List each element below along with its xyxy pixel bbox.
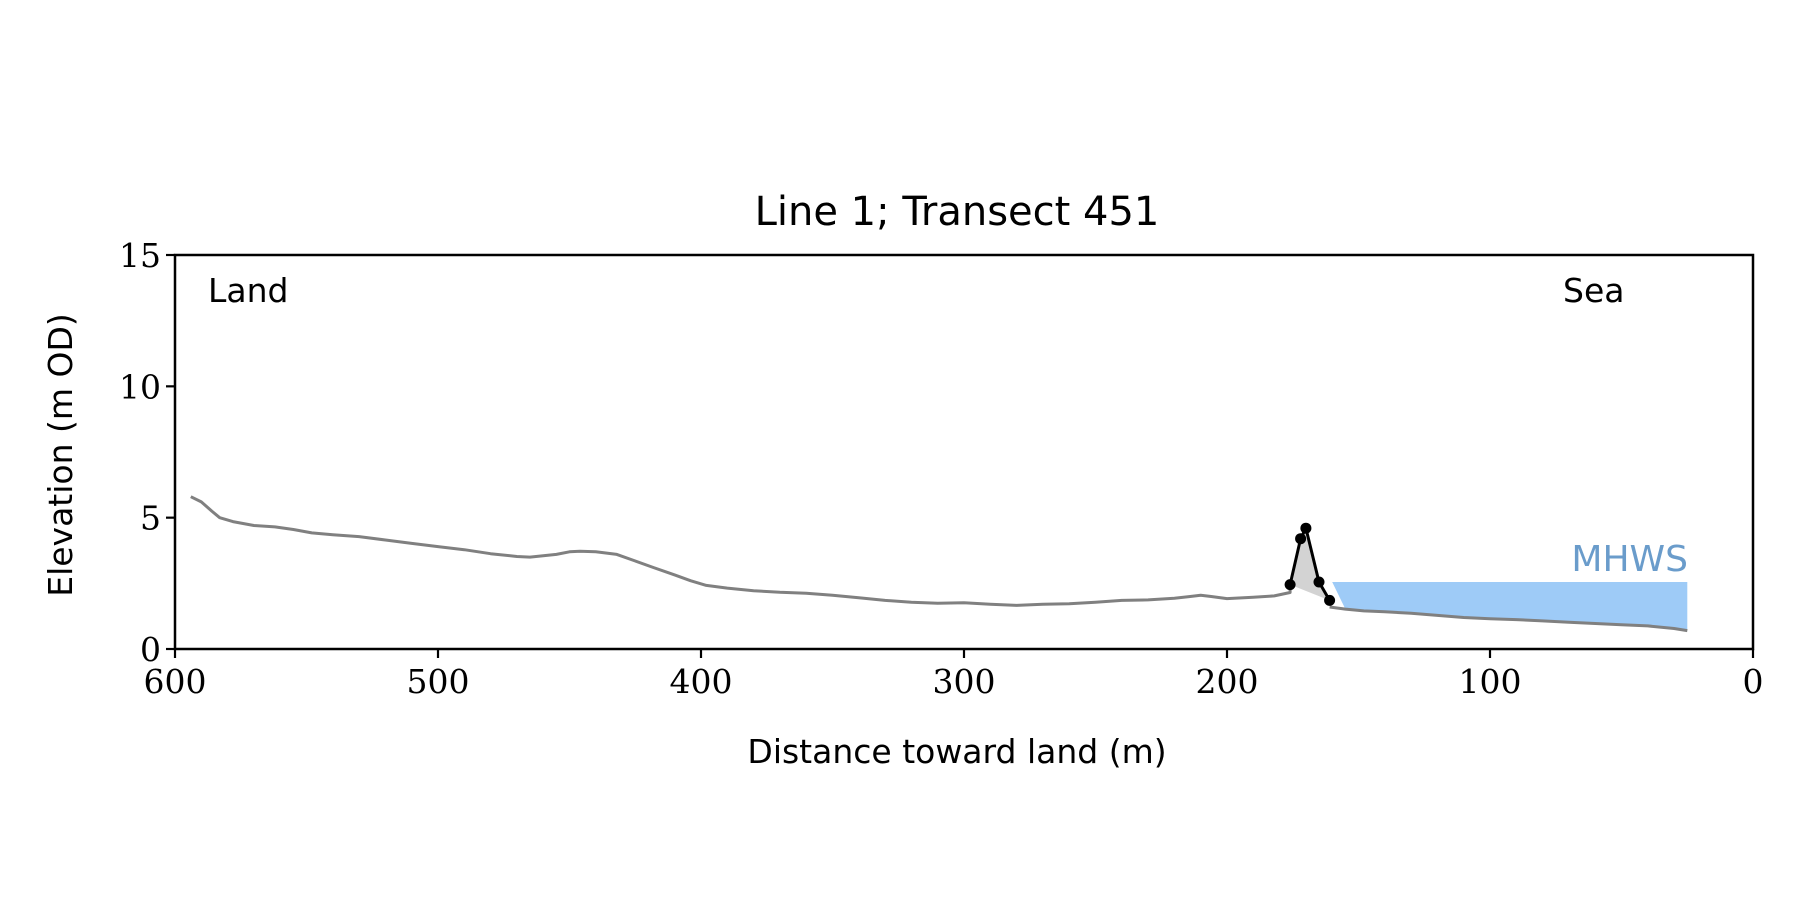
land-annotation: Land bbox=[208, 271, 288, 310]
x-tick-label: 600 bbox=[144, 662, 207, 701]
y-tick-label: 0 bbox=[140, 630, 161, 669]
y-axis-label: Elevation (m OD) bbox=[41, 313, 80, 597]
mhws-layer bbox=[1332, 582, 1688, 631]
axes-layer: 600 500 400 300 200 100 0 0 5 10 15 bbox=[119, 236, 1764, 701]
x-tick-label: 300 bbox=[933, 662, 996, 701]
profile-line-landward bbox=[190, 495, 1292, 607]
x-tick-label: 500 bbox=[407, 662, 470, 701]
mhws-band bbox=[1332, 582, 1688, 631]
y-tick-label: 5 bbox=[140, 499, 161, 538]
dune-point bbox=[1295, 533, 1307, 545]
dune-point bbox=[1324, 594, 1336, 606]
profile-line-seaward bbox=[1329, 605, 1688, 633]
mhws-label: MHWS bbox=[1571, 539, 1688, 580]
chart-title: Line 1; Transect 451 bbox=[755, 189, 1160, 235]
x-tick-label: 200 bbox=[1196, 662, 1259, 701]
y-tick-label: 15 bbox=[119, 236, 161, 275]
y-tick-label: 10 bbox=[119, 367, 161, 406]
x-tick-label: 0 bbox=[1743, 662, 1764, 701]
dune-point bbox=[1313, 576, 1325, 588]
dune-point bbox=[1284, 579, 1296, 591]
x-tick-label: 400 bbox=[670, 662, 733, 701]
dune-layer bbox=[1284, 522, 1336, 606]
x-tick-label: 100 bbox=[1459, 662, 1522, 701]
dune-point bbox=[1300, 522, 1312, 534]
x-axis-label: Distance toward land (m) bbox=[747, 732, 1166, 771]
sea-annotation: Sea bbox=[1563, 271, 1624, 310]
